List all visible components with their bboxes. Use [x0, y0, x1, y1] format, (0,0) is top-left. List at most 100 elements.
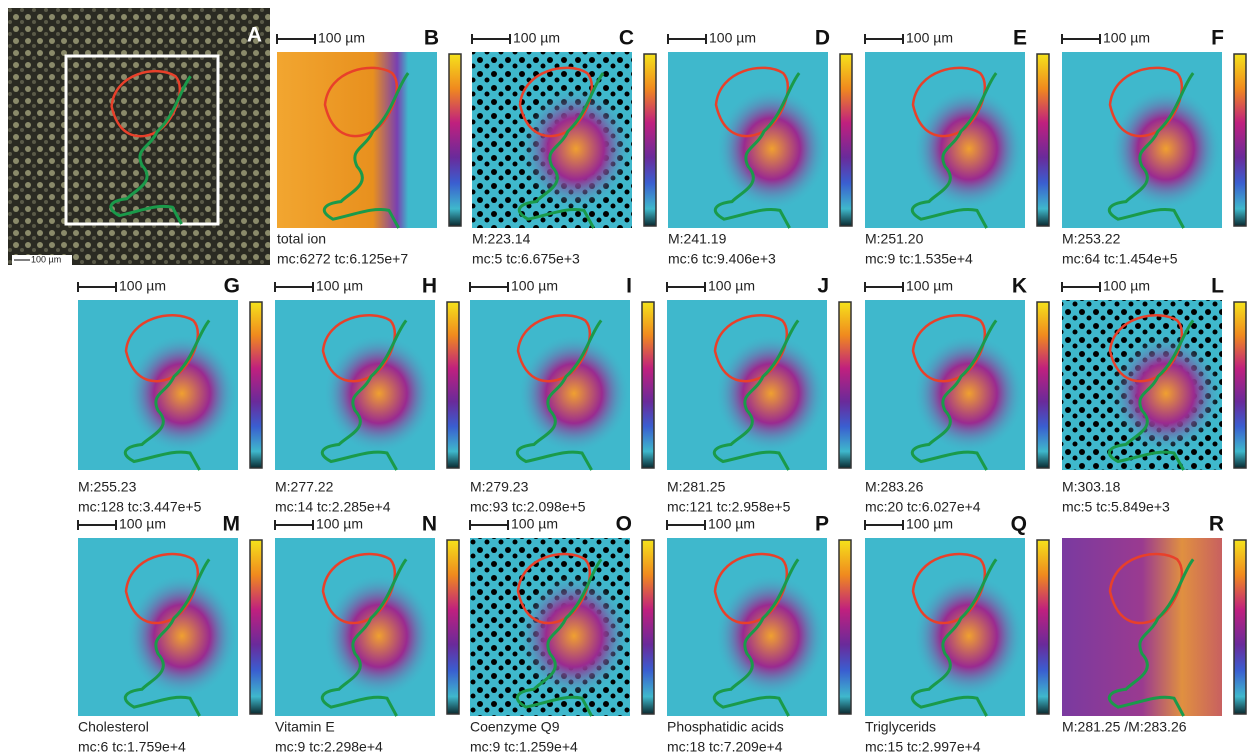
scale-label: 100 µm: [708, 516, 755, 532]
panel-letter: F: [1211, 27, 1224, 50]
color-bar: [1037, 54, 1049, 226]
scale-label: 100 µm: [119, 516, 166, 532]
color-bar: [644, 54, 656, 226]
signal: [1062, 300, 1222, 470]
caption: mc:93 tc:2.098e+5: [470, 499, 586, 515]
color-bar: [250, 540, 262, 714]
caption: mc:9 tc:2.298e+4: [275, 739, 383, 755]
color-bar: [1037, 302, 1049, 468]
caption: mc:64 tc:1.454e+5: [1062, 251, 1178, 267]
signal: [78, 538, 238, 716]
caption: M:281.25 /M:283.26: [1062, 719, 1187, 735]
scale-label: 100 µm: [1103, 30, 1150, 46]
caption: Triglycerids: [865, 719, 936, 735]
caption: M:277.22: [275, 479, 334, 495]
caption: M:255.23: [78, 479, 137, 495]
caption: mc:5 tc:6.675e+3: [472, 251, 580, 267]
color-bar: [1234, 540, 1246, 714]
caption: M:279.23: [470, 479, 529, 495]
signal: [470, 538, 630, 716]
panel-letter: A: [247, 24, 262, 47]
color-bar: [250, 302, 262, 468]
caption: mc:18 tc:7.209e+4: [667, 739, 783, 755]
caption: total ion: [277, 231, 326, 247]
color-bar: [642, 302, 654, 468]
panel-letter: P: [815, 513, 829, 536]
signal: [275, 300, 435, 470]
caption: mc:20 tc:6.027e+4: [865, 499, 981, 515]
panel-letter: K: [1012, 275, 1027, 298]
scale-label: 100 µm: [318, 30, 365, 46]
panel-letter: H: [422, 275, 437, 298]
color-bar: [839, 540, 851, 714]
panel-letter: J: [817, 275, 829, 298]
signal: [668, 52, 828, 228]
caption: Phosphatidic acids: [667, 719, 784, 735]
color-bar: [839, 302, 851, 468]
panel-letter: L: [1211, 275, 1224, 298]
caption: M:281.25: [667, 479, 726, 495]
caption: mc:6272 tc:6.125e+7: [277, 251, 408, 267]
panel-letter: I: [626, 275, 632, 298]
caption: M:251.20: [865, 231, 924, 247]
caption: mc:9 tc:1.535e+4: [865, 251, 973, 267]
caption: mc:14 tc:2.285e+4: [275, 499, 391, 515]
panel-letter: N: [422, 513, 437, 536]
signal: [470, 300, 630, 470]
panel-letter: B: [424, 27, 439, 50]
signal: [275, 538, 435, 716]
scale-label: 100 µm: [316, 516, 363, 532]
panel-letter: R: [1209, 513, 1224, 536]
scale-label: 100 µm: [513, 30, 560, 46]
color-bar: [1234, 54, 1246, 226]
caption: mc:6 tc:9.406e+3: [668, 251, 776, 267]
scale-label: 100 µm: [906, 516, 953, 532]
caption: M:223.14: [472, 231, 531, 247]
scale-label: 100 µm: [1103, 278, 1150, 294]
color-bar: [447, 302, 459, 468]
panel-letter: E: [1013, 27, 1027, 50]
caption: M:283.26: [865, 479, 924, 495]
panel-letter: O: [616, 513, 632, 536]
color-bar: [447, 540, 459, 714]
scale-label: 100 µm: [511, 278, 558, 294]
panel-letter: M: [223, 513, 241, 536]
scale-label: 100 µm: [906, 30, 953, 46]
caption: mc:5 tc:5.849e+3: [1062, 499, 1170, 515]
panel-letter: Q: [1011, 513, 1027, 536]
caption: M:241.19: [668, 231, 727, 247]
caption: mc:9 tc:1.259e+4: [470, 739, 578, 755]
scale-label: 100 µm: [31, 254, 61, 264]
scale-label: 100 µm: [709, 30, 756, 46]
caption: M:253.22: [1062, 231, 1121, 247]
scale-label: 100 µm: [906, 278, 953, 294]
caption: M:303.18: [1062, 479, 1121, 495]
color-bar: [449, 54, 461, 226]
caption: Cholesterol: [78, 719, 149, 735]
caption: Coenzyme Q9: [470, 719, 560, 735]
caption: mc:128 tc:3.447e+5: [78, 499, 202, 515]
figure: A 100 µm B 100 µm total ion mc:6272 tc:6.125e…: [0, 0, 1249, 756]
scale-label: 100 µm: [708, 278, 755, 294]
signal: [865, 300, 1025, 470]
ion-image: [1062, 538, 1222, 716]
signal: [865, 52, 1025, 228]
color-bar: [1037, 540, 1049, 714]
signal: [667, 300, 827, 470]
panel-letter: C: [619, 27, 634, 50]
caption: mc:15 tc:2.997e+4: [865, 739, 981, 755]
scale-label: 100 µm: [119, 278, 166, 294]
scale-label: 100 µm: [316, 278, 363, 294]
signal: [1062, 52, 1222, 228]
signal: [865, 538, 1025, 716]
caption: Vitamin E: [275, 719, 335, 735]
signal: [78, 300, 238, 470]
signal: [667, 538, 827, 716]
panel-letter: D: [815, 27, 830, 50]
ion-image: [277, 52, 437, 228]
color-bar: [642, 540, 654, 714]
panel-letter: G: [224, 275, 240, 298]
caption: mc:121 tc:2.958e+5: [667, 499, 791, 515]
color-bar: [840, 54, 852, 226]
scale-label: 100 µm: [511, 516, 558, 532]
